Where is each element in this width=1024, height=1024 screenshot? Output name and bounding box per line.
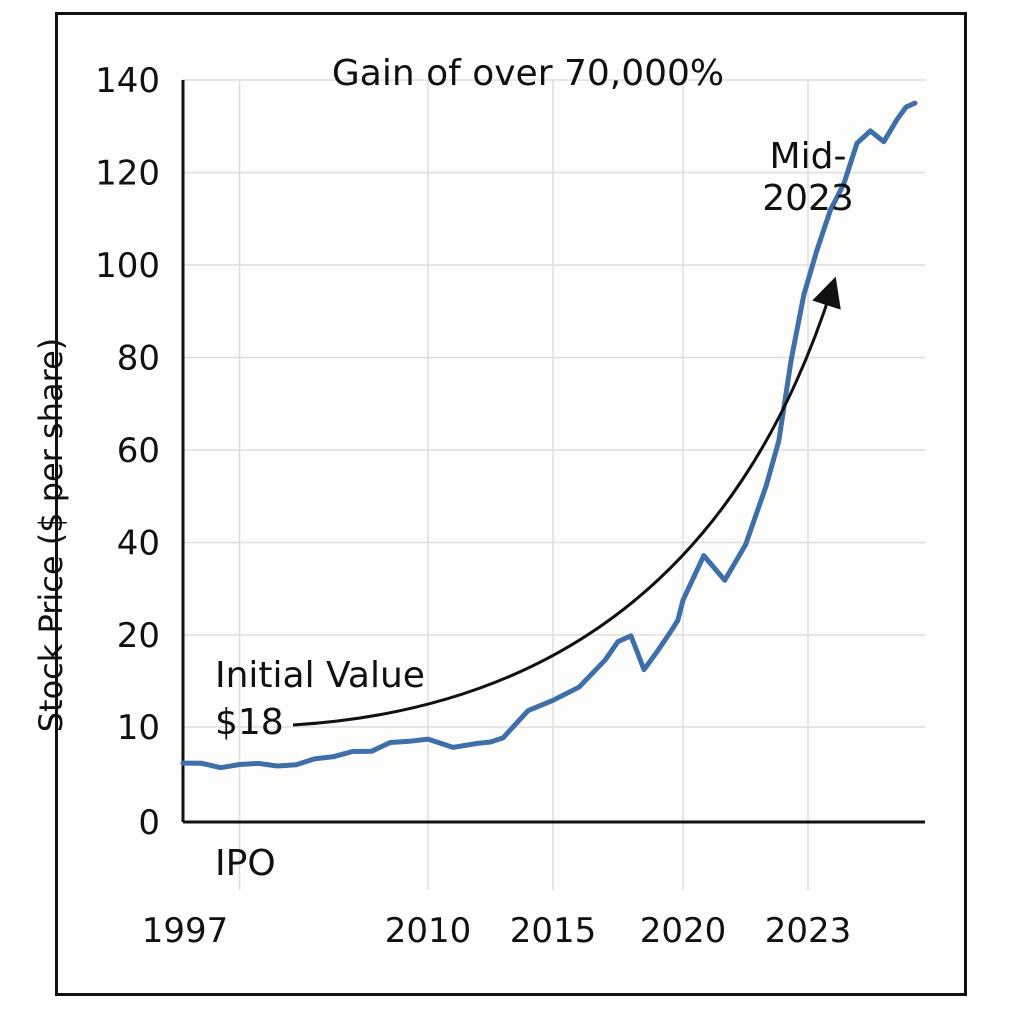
x-tick-label: 2020 — [640, 911, 727, 951]
y-tick-label: 40 — [117, 524, 160, 564]
x-tick-label: 2010 — [385, 911, 472, 951]
y-tick-labels: 0 10 20 40 60 80 100 120 140 — [95, 61, 160, 843]
y-tick-label: 120 — [95, 154, 160, 194]
y-tick-label: 140 — [95, 61, 160, 101]
y-tick-label: 10 — [117, 708, 160, 748]
x-tick-label: 2015 — [510, 911, 597, 951]
y-tick-label: 20 — [117, 616, 160, 656]
annotation-initial-value-label: Initial Value — [215, 655, 425, 696]
y-tick-label: 80 — [117, 339, 160, 379]
y-tick-label: 60 — [117, 431, 160, 471]
chart-title: Gain of over 70,000% — [332, 53, 724, 94]
gridlines — [183, 79, 925, 890]
series-layer — [180, 100, 918, 771]
y-tick-label: 100 — [95, 246, 160, 286]
series-line-stock-price — [180, 100, 918, 771]
y-axis-label: Stock Price ($ per share) — [32, 338, 70, 733]
x-tick-label: 2023 — [765, 911, 852, 951]
chart-frame — [55, 12, 967, 996]
annotation-end-label-line1: Mid- — [770, 136, 847, 177]
y-tick-label: 0 — [138, 803, 160, 843]
x-tick-labels: 1997 2010 2015 2020 2023 — [142, 911, 852, 951]
annotation-end-label-line2: 2023 — [762, 178, 854, 219]
axes — [181, 80, 925, 824]
annotation-ipo: IPO — [215, 843, 276, 884]
growth-arrow — [292, 276, 841, 727]
x-tick-label: 1997 — [142, 911, 229, 951]
annotation-initial-value-price: $18 — [215, 702, 284, 743]
